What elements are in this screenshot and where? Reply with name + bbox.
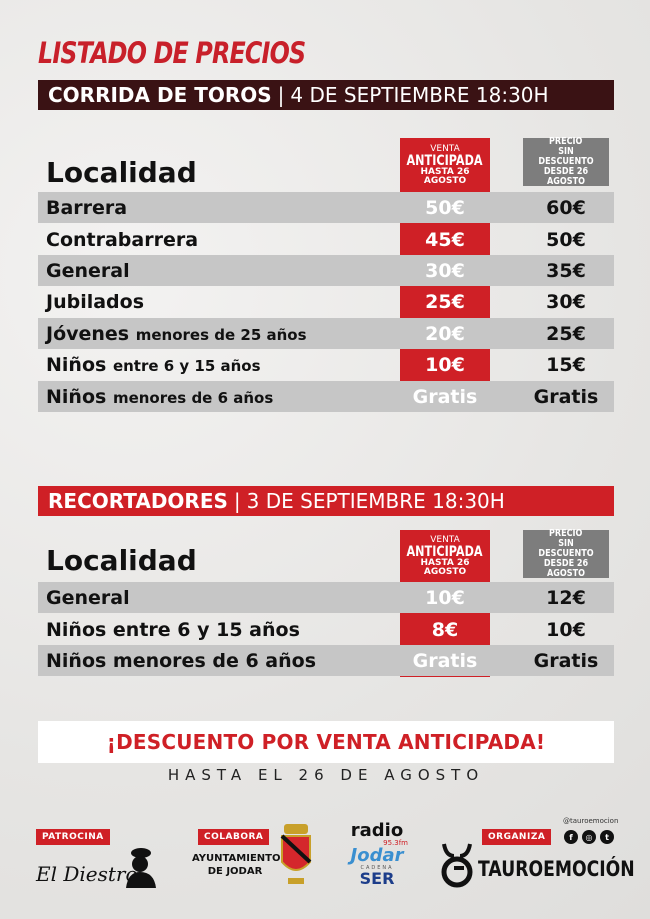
patrocina-tag: PATROCINA (36, 829, 110, 845)
el-diestro-logo: El Diestro (36, 862, 138, 886)
social-handle: @tauroemocion (563, 817, 619, 825)
table-row: Niños entre 6 y 15 años 8€ 10€ (46, 618, 586, 641)
instagram-icon[interactable]: ◎ (582, 830, 596, 844)
promo-banner: ¡DESCUENTO POR VENTA ANTICIPADA! (38, 721, 614, 763)
localidad-heading: Localidad (46, 544, 197, 577)
advance-price-header: VENTA ANTICIPADA HASTA 26 AGOSTO (400, 530, 490, 582)
facebook-icon[interactable]: f (564, 830, 578, 844)
recortadores-table: VENTA ANTICIPADA HASTA 26 AGOSTO PRECIO … (38, 529, 614, 677)
colabora-tag: COLABORA (198, 829, 270, 845)
page-title: LISTADO DE PRECIOS (38, 36, 306, 70)
table-row: Contrabarrera 45€ 50€ (46, 228, 586, 251)
table-row: Niños menores de 6 años Gratis Gratis (38, 645, 614, 676)
table-row: Niños menores de 6 años Gratis Gratis (38, 381, 614, 412)
radio-jodar-logo: radio 95.3fm Jodar CADENA SER (350, 820, 409, 888)
separator: | (277, 83, 285, 107)
ayuntamiento-logo: AYUNTAMIENTO DE JODAR (192, 853, 281, 877)
table-row: Jóvenes menores de 25 años 20€ 25€ (38, 318, 614, 349)
coat-of-arms-icon (280, 824, 312, 884)
corrida-name: CORRIDA DE TOROS (48, 83, 272, 107)
recortadores-header: RECORTADORES | 3 DE SEPTIEMBRE 18:30H (38, 486, 614, 516)
table-row: Barrera 50€ 60€ (38, 192, 614, 223)
corrida-date: 4 DE SEPTIEMBRE 18:30H (290, 83, 549, 107)
bull-silhouette-icon (126, 848, 156, 888)
table-row: General 30€ 35€ (38, 255, 614, 286)
tauroemocion-bull-icon (441, 843, 473, 888)
localidad-heading: Localidad (46, 156, 197, 189)
recortadores-name: RECORTADORES (48, 489, 228, 513)
full-price-header: PRECIO SIN DESCUENTO DESDE 26 AGOSTO (523, 529, 609, 578)
twitter-icon[interactable]: t (600, 830, 614, 844)
table-row: Niños entre 6 y 15 años 10€ 15€ (46, 353, 586, 376)
separator: | (233, 489, 241, 513)
tauroemocion-logo: TAUROEMOCIÓN (478, 857, 635, 881)
advance-price-header: VENTA ANTICIPADA HASTA 26 AGOSTO (400, 138, 490, 192)
corrida-header: CORRIDA DE TOROS | 4 DE SEPTIEMBRE 18:30… (38, 80, 614, 110)
promo-subtitle: HASTA EL 26 DE AGOSTO (167, 766, 485, 784)
recortadores-date: 3 DE SEPTIEMBRE 18:30H (246, 489, 505, 513)
corrida-table: VENTA ANTICIPADA HASTA 26 AGOSTO PRECIO … (38, 137, 614, 412)
table-row: Jubilados 25€ 30€ (46, 290, 586, 313)
table-row: General 10€ 12€ (38, 582, 614, 613)
social-icons: f ◎ t (564, 830, 614, 844)
organiza-tag: ORGANIZA (482, 829, 552, 845)
full-price-header: PRECIO SIN DESCUENTO DESDE 26 AGOSTO (523, 137, 609, 186)
